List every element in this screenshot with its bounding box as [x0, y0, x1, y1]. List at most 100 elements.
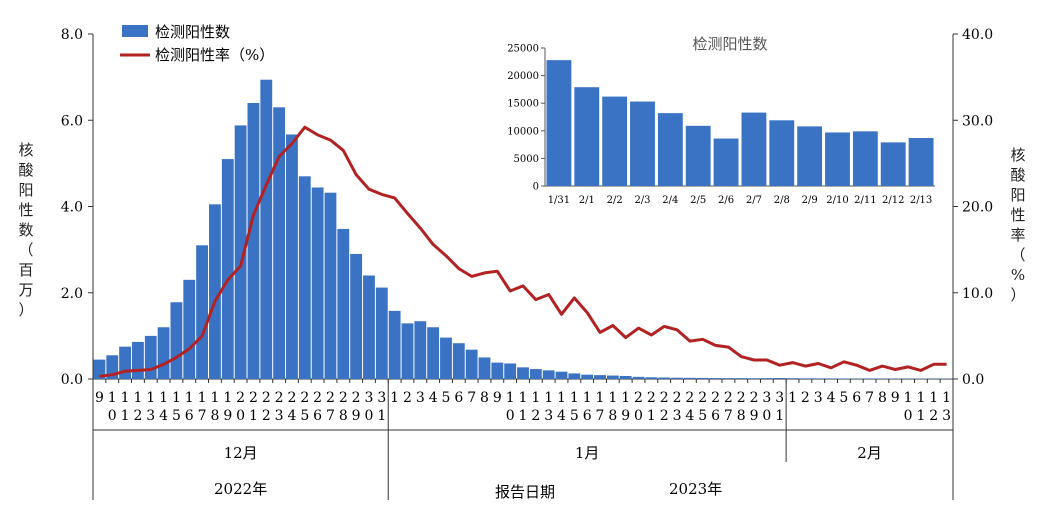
bar-1/27: [722, 378, 735, 379]
inset-bar-2/12: [880, 142, 906, 186]
inset-chart: 0 5000 10000 15000 20000 25000 1/31 2/1 2/2 2/3 2/…: [507, 35, 935, 206]
x-tick-label: 5: [442, 390, 451, 406]
bar-12/28: [337, 228, 350, 379]
y-right-tick-label: 10.0: [962, 286, 993, 302]
main-chart: 0.02.04.06.08.00.010.020.030.040.09 1 01 11…: [61, 23, 993, 501]
bar-12/20: [234, 125, 247, 379]
bar-12/15: [170, 302, 183, 379]
bar-12/12: [132, 341, 144, 379]
inset-x-tick-label: 2/12: [882, 195, 904, 206]
bar-2/4: [825, 378, 837, 379]
bar-2/3: [812, 378, 825, 379]
x-tick-label: 3: [814, 390, 823, 406]
bar-1/7: [465, 349, 478, 379]
bar-1/16: [581, 374, 594, 379]
bar-1/4: [427, 327, 440, 379]
bar-12/17: [196, 245, 209, 379]
y-left-tick-label: 6.0: [61, 113, 83, 129]
bar-1/26: [709, 378, 722, 379]
inset-x-tick-label: 2/9: [802, 195, 818, 206]
inset-y-tick-label: 25000: [507, 44, 539, 55]
bar-2/8: [876, 378, 889, 379]
month-label-feb: 2月: [857, 444, 882, 462]
bar-12/25: [298, 176, 311, 379]
bar-1/3: [414, 321, 427, 379]
bar-12/10: [106, 355, 119, 379]
y-right-tick-label: 40.0: [962, 27, 993, 43]
month-label-dec: 12月: [224, 444, 258, 462]
bar-1/28: [735, 378, 748, 379]
legend-bar-label: 检测阳性数: [155, 23, 230, 41]
inset-bar-2/4: [657, 113, 683, 186]
x-tick-label: 6: [852, 390, 861, 406]
year-label-2022: 2022年: [214, 480, 267, 498]
bar-12/23: [273, 107, 286, 379]
x-tick-label: 8: [878, 390, 887, 406]
x-tick-label: 9: [95, 390, 104, 406]
legend-bar-swatch: [122, 25, 148, 37]
x-tick-label: 1: [788, 390, 797, 406]
inset-y-tick-label: 10000: [507, 126, 539, 137]
bar-1/2: [401, 323, 414, 379]
year-label-2023: 2023年: [669, 480, 722, 498]
bar-2/1: [786, 378, 799, 379]
bar-12/18: [209, 204, 221, 379]
bar-1/12: [529, 369, 542, 379]
x-tick-label: 7: [865, 390, 874, 406]
inset-x-tick-label: 2/11: [854, 195, 876, 206]
x-tick-label: 4: [827, 390, 836, 406]
x-tick-label: 1: [390, 390, 399, 406]
bar-2/7: [863, 378, 876, 379]
bar-1/5: [440, 337, 452, 379]
bar-12/21: [247, 103, 260, 379]
bar-12/30: [363, 275, 375, 379]
bar-1/19: [619, 375, 632, 379]
x-tick-label: 2: [801, 390, 810, 406]
y-right-tick-label: 0.0: [962, 372, 984, 388]
inset-x-tick-label: 2/1: [579, 195, 595, 206]
bar-12/26: [311, 187, 324, 379]
inset-x-tick-label: 2/8: [774, 195, 790, 206]
x-tick-label: 9: [891, 390, 900, 406]
x-axis-title: 报告日期: [495, 483, 555, 501]
x-tick-label: 9: [493, 390, 502, 406]
bar-12/14: [157, 327, 170, 379]
inset-title: 检测阳性数: [692, 35, 767, 53]
inset-bar-2/7: [741, 112, 767, 186]
y-left-tick-label: 0.0: [61, 372, 83, 388]
month-label-jan: 1月: [575, 444, 600, 462]
bar-2/2: [799, 378, 812, 379]
inset-x-tick-label: 2/4: [662, 195, 678, 206]
bar-12/29: [350, 253, 363, 379]
inset-x-tick-label: 2/10: [826, 195, 848, 206]
